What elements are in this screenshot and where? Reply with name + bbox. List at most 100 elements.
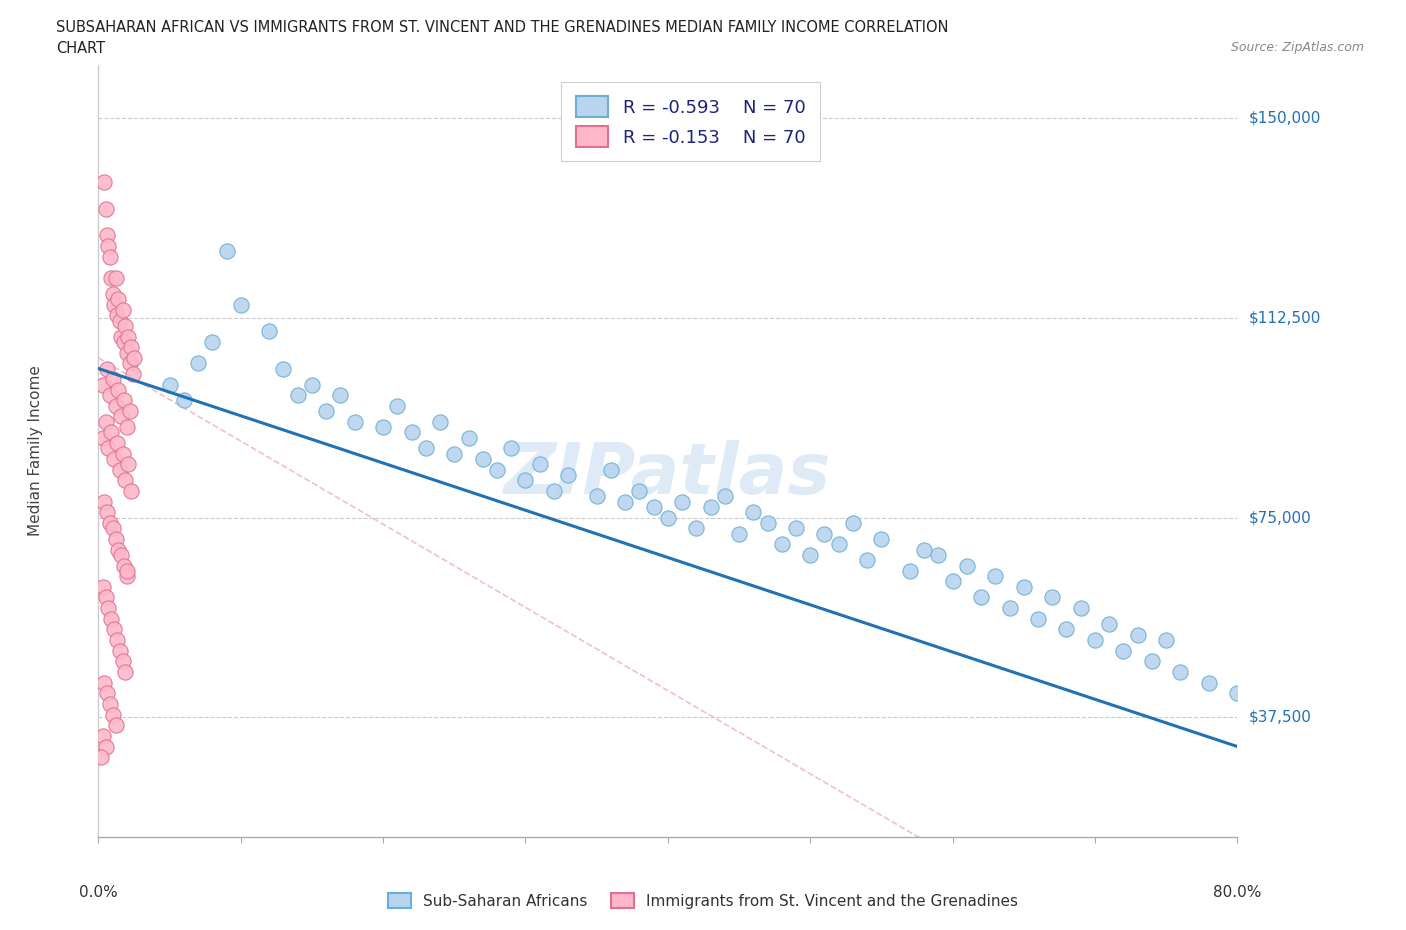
Point (173, 393, 195, 408)
Point (415, 441, 437, 456)
Point (103, 622, 125, 637)
Point (273, 361, 295, 376)
Point (107, 542, 129, 557)
Point (110, 329, 132, 344)
Point (1154, 632, 1177, 647)
Point (98, 388, 121, 403)
Point (120, 339, 142, 354)
Point (101, 372, 124, 387)
Point (557, 468, 579, 483)
Point (956, 558, 979, 573)
Point (387, 398, 409, 413)
Point (93, 675, 115, 690)
Point (501, 441, 523, 456)
Point (1226, 685, 1249, 700)
Point (115, 569, 138, 584)
Point (110, 548, 132, 563)
Point (111, 654, 134, 669)
Point (103, 298, 125, 312)
Point (96, 685, 118, 700)
Point (112, 558, 135, 573)
Point (101, 521, 124, 536)
Point (942, 574, 965, 589)
Point (118, 404, 141, 418)
Point (229, 298, 252, 312)
Point (97, 239, 120, 254)
Point (443, 446, 465, 461)
Point (1056, 622, 1078, 637)
Point (108, 644, 131, 658)
Point (115, 564, 138, 578)
Point (1026, 611, 1049, 626)
Point (343, 415, 366, 430)
Point (90, 750, 112, 764)
Point (104, 718, 127, 733)
Point (110, 409, 132, 424)
Point (685, 521, 707, 536)
Point (1170, 665, 1192, 680)
Point (96, 361, 118, 376)
Point (373, 419, 395, 434)
Point (105, 632, 128, 647)
Point (114, 318, 136, 333)
Point (114, 472, 136, 487)
Text: Median Family Income: Median Family Income (28, 365, 44, 537)
Point (94, 415, 117, 430)
Point (870, 531, 893, 546)
Point (998, 601, 1021, 616)
Point (91, 377, 114, 392)
Point (585, 489, 607, 504)
Point (728, 526, 751, 541)
Point (98, 249, 121, 264)
Point (1084, 632, 1107, 647)
Point (187, 356, 209, 371)
Point (842, 515, 865, 530)
Point (259, 324, 281, 339)
Text: 0.0%: 0.0% (79, 885, 118, 900)
Point (100, 425, 122, 440)
Point (96, 228, 118, 243)
Point (94, 202, 117, 217)
Point (94, 739, 117, 754)
Point (657, 511, 679, 525)
Point (614, 494, 637, 509)
Point (97, 441, 120, 456)
Point (159, 377, 181, 392)
Point (112, 393, 135, 408)
Text: SUBSAHARAN AFRICAN VS IMMIGRANTS FROM ST. VINCENT AND THE GRENADINES MEDIAN FAMI: SUBSAHARAN AFRICAN VS IMMIGRANTS FROM ST… (56, 20, 949, 35)
Point (91, 728, 114, 743)
Point (600, 462, 623, 477)
Text: 80.0%: 80.0% (1213, 885, 1261, 900)
Point (1198, 675, 1220, 690)
Text: $75,000: $75,000 (1249, 510, 1312, 525)
Text: $150,000: $150,000 (1249, 111, 1322, 126)
Point (104, 398, 127, 413)
Point (486, 462, 509, 477)
Point (97, 601, 120, 616)
Text: CHART: CHART (56, 41, 105, 56)
Point (1140, 654, 1163, 669)
Point (118, 356, 141, 371)
Point (1126, 627, 1149, 642)
Point (93, 494, 115, 509)
Point (856, 552, 879, 567)
Point (117, 457, 139, 472)
Point (122, 351, 145, 365)
Point (1098, 617, 1121, 631)
Point (107, 292, 129, 307)
Point (912, 542, 935, 557)
Point (101, 707, 124, 722)
Point (91, 431, 114, 445)
Text: ZIPatlas: ZIPatlas (505, 440, 831, 509)
Point (315, 404, 337, 418)
Point (93, 175, 115, 190)
Point (111, 302, 134, 317)
Point (107, 382, 129, 397)
Point (828, 537, 851, 551)
Point (121, 366, 143, 381)
Point (108, 462, 131, 477)
Point (115, 419, 138, 434)
Point (112, 335, 135, 350)
Point (329, 388, 352, 403)
Point (628, 484, 651, 498)
